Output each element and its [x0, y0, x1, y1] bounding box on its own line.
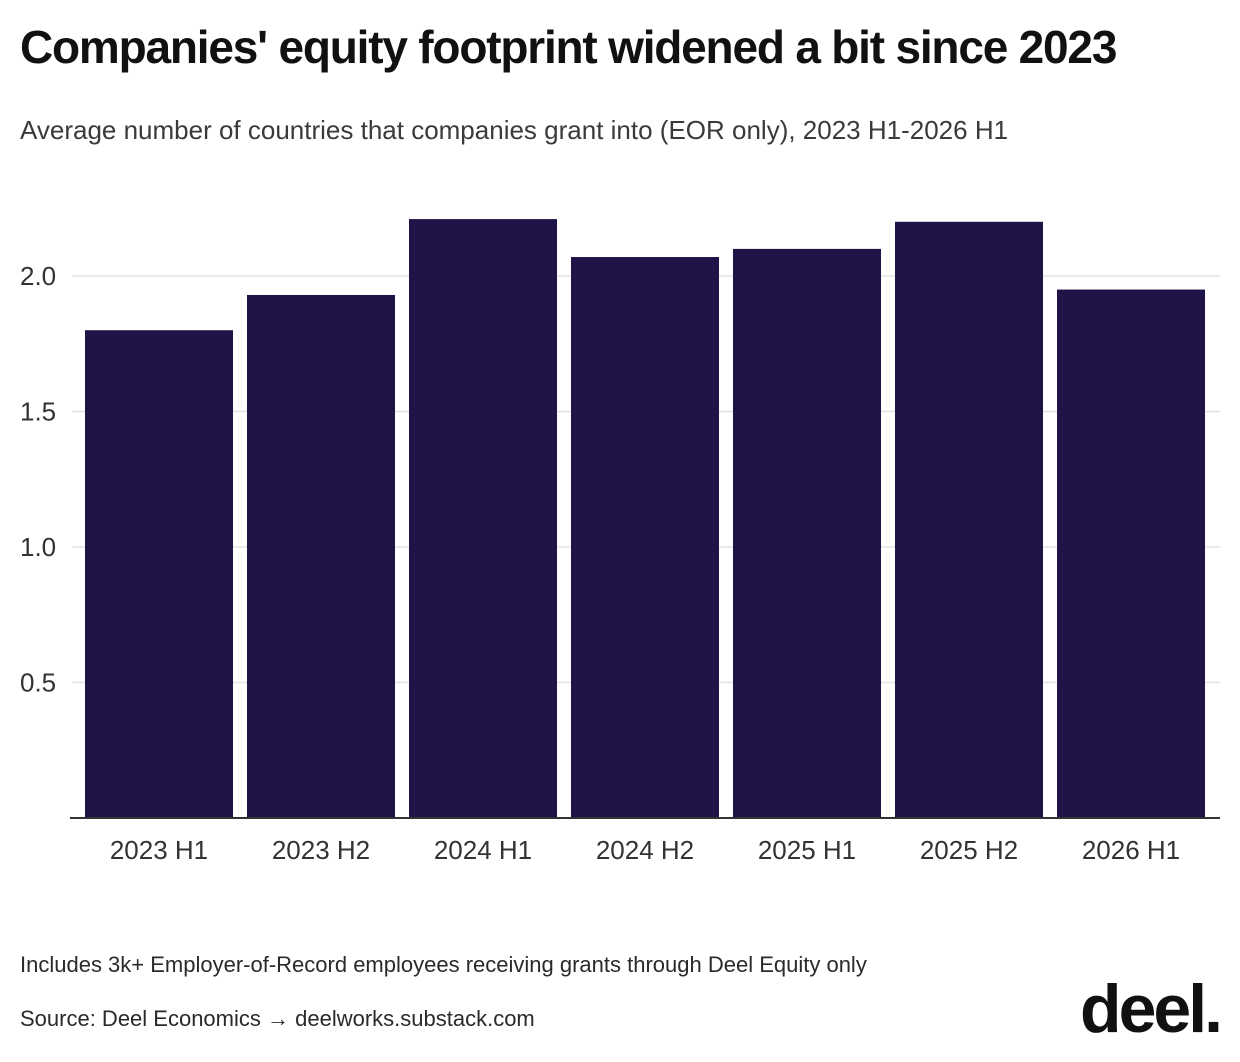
source-line: Source: Deel Economics → deelworks.subst…: [20, 1006, 535, 1031]
bar: [733, 248, 881, 818]
y-tick-label: 0.5: [20, 668, 56, 698]
bar: [85, 330, 233, 818]
bar: [571, 257, 719, 818]
bar: [247, 294, 395, 819]
bar-chart: 0.5 1.0 1.5 2.0 2023 H1 2023 H2 2024 H1 2024 H2…: [20, 219, 1220, 865]
x-tick-label: 2026 H1: [1082, 835, 1180, 865]
x-tick-label: 2024 H2: [596, 835, 694, 865]
footnote: Includes 3k+ Employer-of-Record employee…: [20, 952, 867, 977]
bar: [409, 219, 557, 819]
y-tick-label: 1.0: [20, 532, 56, 562]
chart-title: Companies' equity footprint widened a bi…: [20, 21, 1117, 73]
x-tick-label: 2023 H1: [110, 835, 208, 865]
x-tick-label: 2024 H1: [434, 835, 532, 865]
x-tick-label: 2025 H2: [920, 835, 1018, 865]
x-tick-label: 2023 H2: [272, 835, 370, 865]
bar: [1057, 289, 1205, 818]
y-tick-label: 2.0: [20, 261, 56, 291]
chart-subtitle: Average number of countries that compani…: [20, 115, 1009, 145]
x-tick-label: 2025 H1: [758, 835, 856, 865]
y-tick-label: 1.5: [20, 397, 56, 427]
deel-logo: deel.: [1080, 971, 1223, 1047]
bar: [895, 221, 1043, 819]
